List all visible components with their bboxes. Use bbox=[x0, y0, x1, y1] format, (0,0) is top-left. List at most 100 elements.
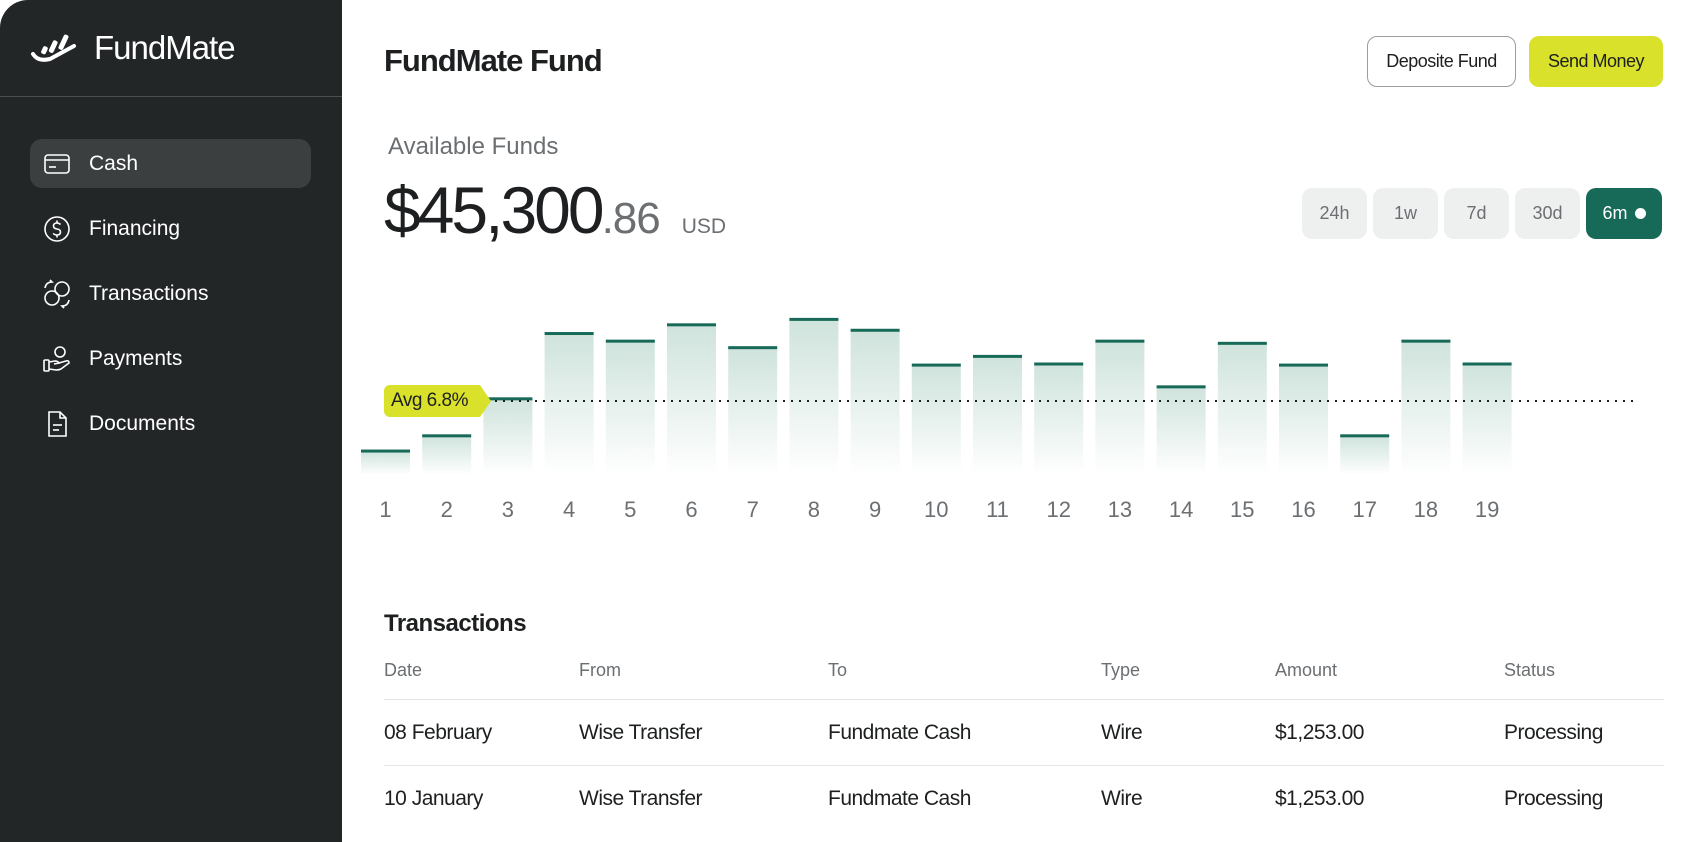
sidebar-item-transactions[interactable]: Transactions bbox=[30, 269, 311, 318]
cell-from: Wise Transfer bbox=[579, 787, 703, 810]
chart-x-tick-label: 13 bbox=[1108, 497, 1132, 522]
sidebar-item-label: Transactions bbox=[89, 281, 209, 305]
chart-x-tick-label: 12 bbox=[1046, 497, 1070, 522]
sidebar-item-label: Cash bbox=[89, 151, 139, 175]
chart-bar-top bbox=[483, 397, 533, 401]
chart-x-tick-label: 10 bbox=[924, 497, 948, 522]
average-badge: Avg 6.8% bbox=[384, 385, 491, 417]
range-7d[interactable]: 7d bbox=[1444, 188, 1509, 239]
transactions-table: Date From To Type Amount Status 08 Febru… bbox=[384, 660, 1664, 832]
chart-bar-top bbox=[789, 317, 839, 321]
funds-bar-chart: 1 2 3 4 5 6 7 8 9 10 11 12 13 14 15 16 17 18 19 Avg 6.8% bbox=[342, 280, 1692, 570]
chart-bar bbox=[728, 347, 778, 475]
exchange-icon bbox=[42, 278, 72, 309]
column-header-amount: Amount bbox=[1275, 660, 1338, 680]
range-1w[interactable]: 1w bbox=[1373, 188, 1438, 239]
chart-bar-top bbox=[1340, 434, 1390, 438]
cell-from: Wise Transfer bbox=[579, 720, 703, 744]
chart-bar bbox=[789, 319, 839, 475]
page-title: FundMate Fund bbox=[384, 43, 603, 78]
cell-amount: $1,253.00 bbox=[1275, 787, 1364, 810]
chart-x-tick-label: 14 bbox=[1169, 497, 1193, 522]
column-header-date: Date bbox=[384, 660, 423, 680]
chart-bar-top bbox=[973, 354, 1022, 358]
hand-coin-icon bbox=[42, 344, 72, 374]
chart-bar-top bbox=[544, 332, 594, 336]
column-header-from: From bbox=[579, 660, 621, 680]
sidebar-item-documents[interactable]: Documents bbox=[30, 399, 311, 448]
chart-x-tick-label: 4 bbox=[563, 497, 575, 522]
sidebar-nav: Cash Financing Transactions Payments Doc… bbox=[0, 97, 342, 448]
range-6m-label: 6m bbox=[1602, 203, 1628, 223]
chart-x-tick-label: 6 bbox=[685, 497, 697, 522]
cell-to: Fundmate Cash bbox=[828, 787, 971, 810]
chart-bar bbox=[1340, 435, 1390, 475]
sidebar-item-label: Payments bbox=[89, 346, 183, 370]
transactions-title: Transactions bbox=[384, 610, 527, 637]
column-header-type: Type bbox=[1101, 660, 1141, 680]
chart-bar-top bbox=[1279, 363, 1328, 367]
table-header: Date From To Type Amount Status bbox=[384, 660, 1664, 700]
chart-bar-top bbox=[605, 339, 655, 343]
cell-type: Wire bbox=[1101, 787, 1143, 810]
wallet-icon bbox=[42, 149, 72, 179]
main-content: FundMate Fund Deposite Fund Send Money A… bbox=[342, 0, 1692, 842]
chart-x-tick-label: 17 bbox=[1352, 497, 1376, 522]
dollar-circle-icon bbox=[42, 214, 72, 244]
chart-bar bbox=[1401, 341, 1451, 475]
chart-bar-top bbox=[1034, 362, 1084, 366]
chart-x-tick-label: 3 bbox=[502, 497, 514, 522]
chart-bar bbox=[605, 341, 655, 475]
cell-type: Wire bbox=[1101, 720, 1143, 744]
chart-bar bbox=[1462, 364, 1512, 475]
balance-currency: USD bbox=[681, 215, 727, 238]
document-icon bbox=[42, 409, 72, 439]
chart-bar bbox=[544, 333, 594, 475]
deposit-fund-button[interactable]: Deposite Fund bbox=[1367, 36, 1516, 87]
balance-cents: .86 bbox=[601, 194, 661, 243]
active-dot-icon bbox=[1634, 208, 1646, 219]
send-money-button[interactable]: Send Money bbox=[1529, 36, 1663, 87]
chart-bar bbox=[361, 451, 410, 475]
chart-x-tick-label: 5 bbox=[624, 497, 636, 522]
chart-bar-top bbox=[728, 346, 778, 350]
cell-date: 10 January bbox=[384, 787, 483, 810]
available-funds-label: Available Funds bbox=[388, 133, 559, 160]
sidebar-item-payments[interactable]: Payments bbox=[30, 334, 311, 383]
chart-x-tick-label: 11 bbox=[986, 497, 1009, 522]
cell-status: Processing bbox=[1504, 720, 1603, 744]
cell-date: 08 February bbox=[384, 720, 492, 744]
fundmate-logo-icon bbox=[31, 34, 76, 62]
chart-bar-top bbox=[1401, 339, 1451, 343]
time-range-selector: 24h 1w 7d 30d 6m bbox=[1302, 188, 1662, 239]
chart-bar-top bbox=[911, 363, 961, 367]
balance: $45,300 .86 USD bbox=[384, 172, 726, 248]
chart-bar-top bbox=[1156, 385, 1206, 389]
chart-x-tick-label: 16 bbox=[1291, 497, 1315, 522]
sidebar-item-label: Documents bbox=[89, 411, 196, 435]
chart-bar bbox=[1279, 365, 1328, 475]
chart-bar bbox=[1095, 341, 1145, 475]
range-6m[interactable]: 6m bbox=[1586, 188, 1662, 239]
brand-name: FundMate bbox=[94, 29, 236, 66]
range-24h[interactable]: 24h bbox=[1302, 188, 1367, 239]
chart-bar-top bbox=[1095, 339, 1145, 343]
cell-to: Fundmate Cash bbox=[828, 720, 971, 744]
chart-bar bbox=[1156, 386, 1206, 475]
sidebar-item-financing[interactable]: Financing bbox=[30, 204, 311, 253]
cell-amount: $1,253.00 bbox=[1275, 720, 1364, 744]
chart-x-tick-label: 15 bbox=[1230, 497, 1254, 522]
column-header-to: To bbox=[828, 660, 848, 680]
chart-x-tick-label: 1 bbox=[379, 497, 391, 522]
sidebar-item-cash[interactable]: Cash bbox=[30, 139, 311, 188]
chart-bar bbox=[483, 398, 533, 475]
chart-x-tick-label: 9 bbox=[869, 497, 881, 522]
range-30d[interactable]: 30d bbox=[1515, 188, 1580, 239]
chart-bar bbox=[911, 365, 961, 475]
table-row[interactable]: 10 January Wise Transfer Fundmate Cash W… bbox=[384, 766, 1664, 832]
chart-svg: 1 2 3 4 5 6 7 8 9 10 11 12 13 14 15 16 17 18 19 bbox=[361, 317, 1637, 522]
chart-bar bbox=[1034, 364, 1084, 475]
table-row[interactable]: 08 February Wise Transfer Fundmate Cash … bbox=[384, 700, 1664, 766]
cell-status: Processing bbox=[1504, 787, 1603, 810]
chart-bar-top bbox=[667, 323, 716, 327]
